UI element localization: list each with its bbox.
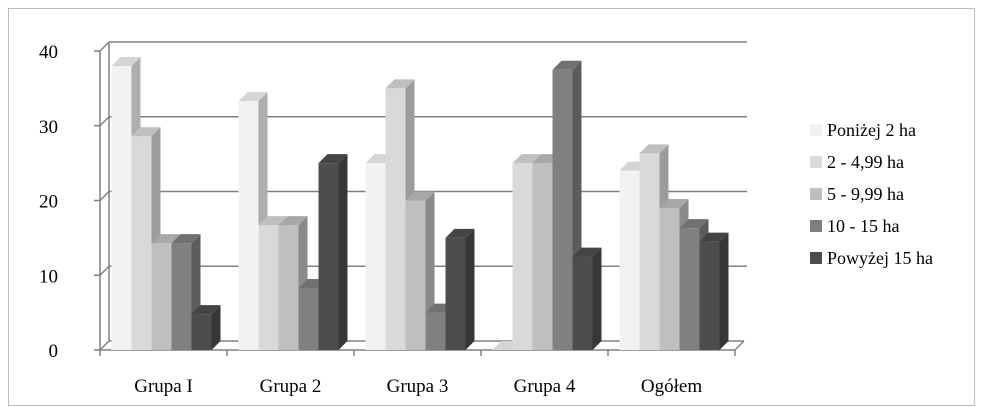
y-tick-label: 20 <box>39 192 58 213</box>
bar-front <box>171 243 192 350</box>
legend-label: 10 - 15 ha <box>827 216 899 236</box>
bar-front <box>532 163 553 350</box>
bar-top <box>699 232 729 242</box>
x-tick-label: Grupa 3 <box>387 376 449 397</box>
gridline-diagonal <box>99 41 110 52</box>
bar <box>191 305 221 350</box>
bar-top <box>318 154 348 164</box>
gridline-diagonal <box>99 190 110 202</box>
bar-top <box>679 219 709 229</box>
bar-top <box>405 191 435 201</box>
bar-top <box>111 56 141 66</box>
bar-top <box>191 305 221 315</box>
bar-side <box>338 154 348 350</box>
y-tick-label: 10 <box>39 266 58 287</box>
gridline-diagonal <box>99 340 110 351</box>
bar-front <box>318 163 339 350</box>
legend-swatch <box>810 252 822 264</box>
x-tick-label: Ogółem <box>641 376 702 397</box>
bar-top <box>278 216 308 226</box>
x-tick-label: Grupa 2 <box>260 376 322 397</box>
bar-top <box>258 216 288 226</box>
bar-top <box>171 234 201 244</box>
bar-front <box>619 170 640 350</box>
legend-label: 2 - 4,99 ha <box>827 152 904 172</box>
gridline-diagonal <box>99 116 110 127</box>
bar-front <box>639 153 660 350</box>
bar-top <box>552 60 582 70</box>
x-tick-label: Grupa 4 <box>514 376 576 397</box>
legend-item: Powyżej 15 ha <box>810 248 933 268</box>
legend-swatch <box>810 220 822 232</box>
bar-front <box>365 163 386 350</box>
bar-front <box>298 287 319 350</box>
bar-top <box>385 79 415 89</box>
bar <box>699 232 729 350</box>
bar-side <box>592 247 602 350</box>
bar-front <box>131 136 152 350</box>
legend-item: 10 - 15 ha <box>810 216 899 236</box>
bar-front <box>258 225 279 350</box>
legend-label: Poniżej 2 ha <box>827 120 916 140</box>
bar-front <box>191 314 212 350</box>
legend: Poniżej 2 ha 2 - 4,99 ha 5 - 9,99 ha 10 - 1… <box>810 120 933 268</box>
legend-swatch <box>810 156 822 168</box>
bar-front <box>552 69 573 350</box>
bar-front <box>699 241 720 350</box>
bar-top <box>445 228 475 238</box>
legend-item: 2 - 4,99 ha <box>810 152 904 172</box>
x-tick-label: Grupa I <box>134 376 193 397</box>
bar-side <box>211 305 221 350</box>
bar-side <box>465 228 475 350</box>
bar-front <box>385 88 406 350</box>
bar-front <box>425 312 446 350</box>
bar-side <box>719 232 729 350</box>
bar-top <box>238 92 268 102</box>
bar-top <box>131 127 161 137</box>
bar-front <box>238 101 259 351</box>
bar-front <box>151 243 172 350</box>
legend-label: 5 - 9,99 ha <box>827 184 904 204</box>
legend-label: Powyżej 15 ha <box>827 248 933 268</box>
legend-item: 5 - 9,99 ha <box>810 184 904 204</box>
y-tick-label: 0 <box>49 341 59 362</box>
legend-swatch <box>810 188 822 200</box>
bars <box>111 56 729 351</box>
y-tick-label: 30 <box>39 117 58 138</box>
bar-top <box>572 247 602 257</box>
y-tick-labels: 0 10 20 30 40 <box>39 42 58 362</box>
bar-front <box>278 225 299 350</box>
bar-front <box>405 200 426 350</box>
gridline-diagonal <box>99 265 110 276</box>
bar-front <box>679 228 700 350</box>
bar <box>572 247 602 350</box>
bar-top <box>151 234 181 244</box>
y-tick-label: 40 <box>39 42 58 63</box>
bar-front <box>445 237 466 350</box>
bar-top <box>512 154 542 164</box>
bar-front <box>512 163 533 350</box>
legend-swatch <box>810 124 822 136</box>
bar-front <box>659 207 680 350</box>
bar <box>445 228 475 350</box>
floor-side-edge <box>734 340 745 351</box>
bar-front <box>572 256 593 350</box>
bar <box>318 154 348 350</box>
x-tick-labels: Grupa I Grupa 2 Grupa 3 Grupa 4 Ogółem <box>134 376 702 397</box>
bar-top <box>639 144 669 154</box>
legend-item: Poniżej 2 ha <box>810 120 916 140</box>
bar-front <box>111 65 132 350</box>
bar-top <box>659 198 689 208</box>
